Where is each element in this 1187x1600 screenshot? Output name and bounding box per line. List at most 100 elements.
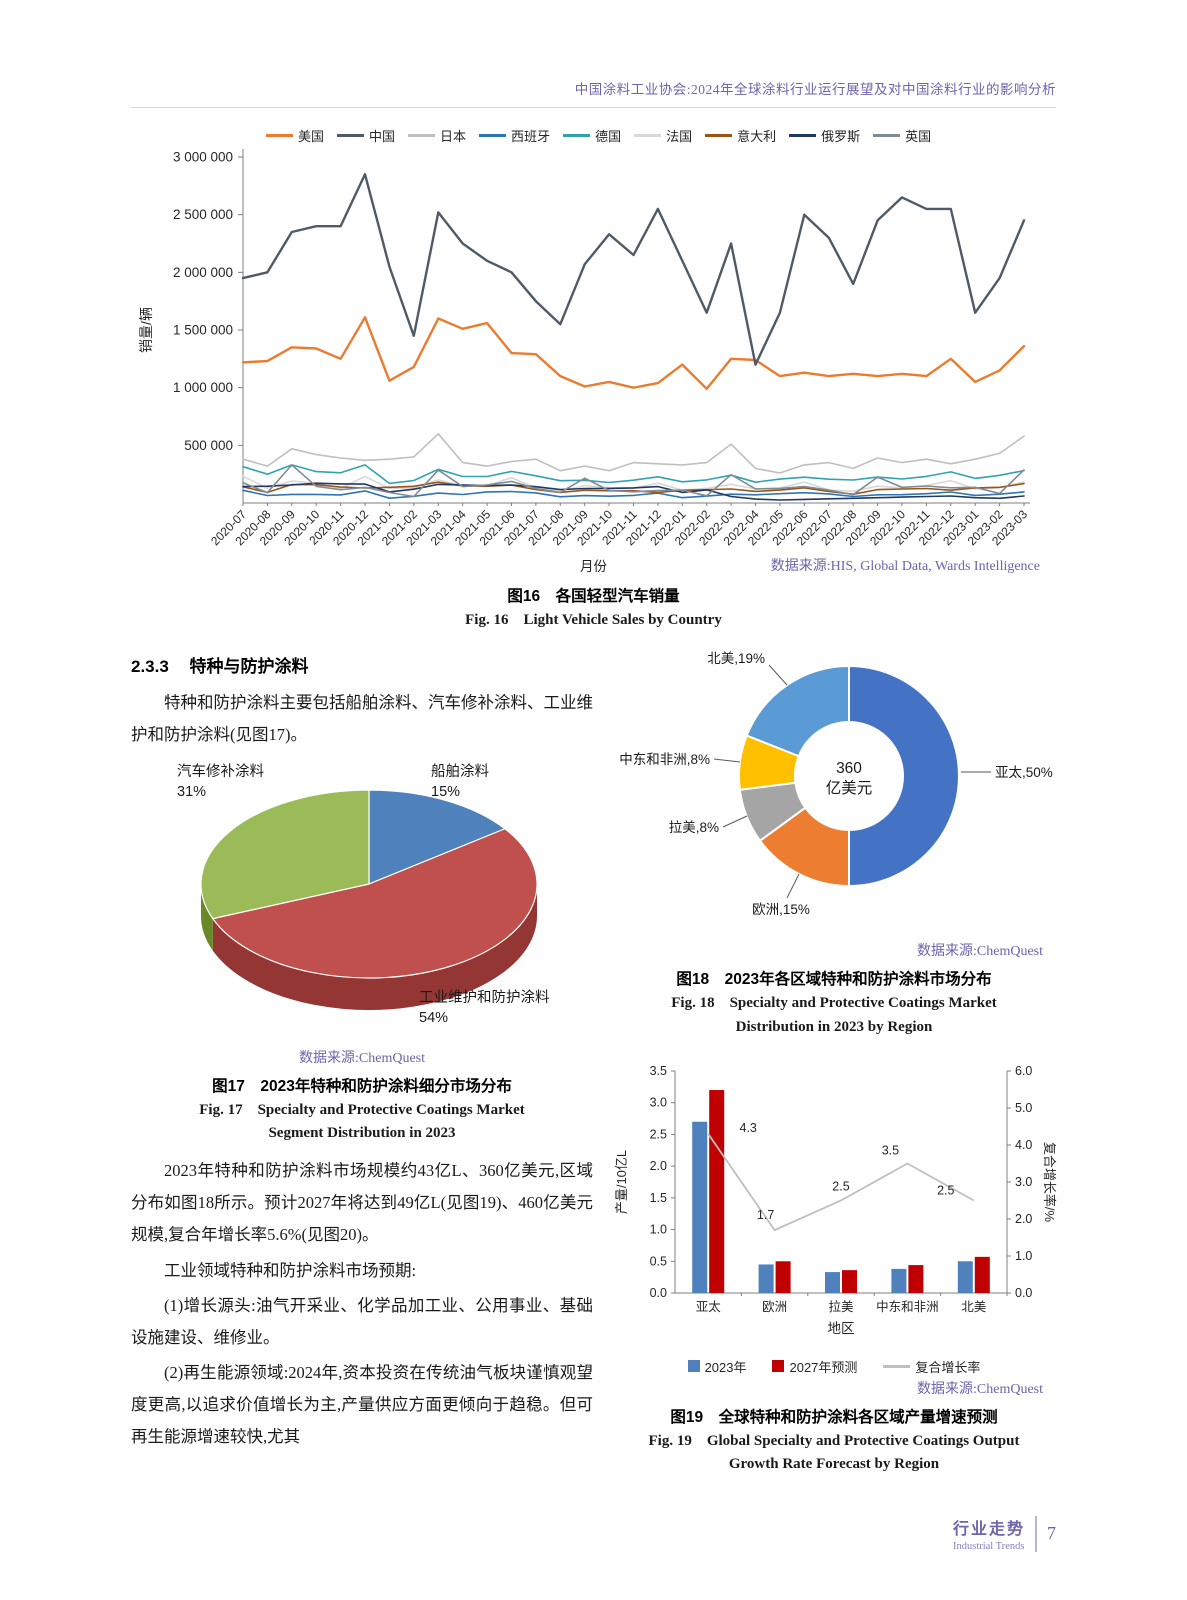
output-growth-bar-line-chart: 0.0 0.5 1.0 1.5 2.0 2.5 3.0 3.5 0.0 1.0 2.0 3.0 4.0 5…	[614, 1064, 1057, 1336]
svg-text:2 000 000: 2 000 000	[173, 265, 233, 280]
svg-text:3.5: 3.5	[882, 1143, 899, 1157]
legend-label: 意大利	[737, 129, 777, 144]
svg-text:亚太,50%: 亚太,50%	[995, 765, 1053, 780]
svg-text:1.7: 1.7	[757, 1208, 774, 1222]
legend-line-swatch	[479, 134, 507, 137]
legend-item-德国: 德国	[563, 126, 621, 145]
paragraph-3: (1)增长源头:油气开采业、化学品加工业、公用事业、基础设施建设、维修业。	[131, 1295, 593, 1347]
chart16-x-axis-title: 月份	[580, 559, 607, 574]
paragraph-intro: 特种和防护涂料主要包括船舶涂料、汽车修补涂料、工业维护和防护涂料(见图17)。	[131, 693, 593, 745]
fig16-caption-zh: 图16 各国轻型汽车销量	[507, 588, 680, 605]
svg-text:1.0: 1.0	[1015, 1249, 1032, 1263]
fig19-legend-item-复合增长率: 复合增长率	[883, 1357, 980, 1376]
svg-text:产量/10亿L: 产量/10亿L	[614, 1150, 629, 1214]
chart16-source: 数据来源:HIS, Global Data, Wards Intelligenc…	[770, 559, 1040, 574]
footer-labels: 行业走势 Industrial Trends	[953, 1515, 1025, 1552]
legend-line-swatch	[634, 134, 662, 137]
svg-text:0.5: 0.5	[650, 1254, 667, 1268]
fig19-caption: 图19 全球特种和防护涂料各区域产量增速预测 Fig. 19 Global Sp…	[611, 1405, 1057, 1477]
legend-line-swatch	[563, 134, 591, 137]
svg-text:中东和非洲: 中东和非洲	[876, 1299, 939, 1314]
paragraph-1: 2023年特种和防护涂料市场规模约43亿L、360亿美元,区域分布如图18所示。…	[131, 1161, 593, 1245]
chart16-footer-row: 月份 数据来源:HIS, Global Data, Wards Intellig…	[131, 555, 1056, 577]
light-vehicle-sales-line-chart: 500 000 1 000 000 1 500 000 2 000 000 2 500 …	[138, 149, 1030, 548]
svg-text:地区: 地区	[828, 1321, 855, 1336]
region-donut-chart: 亚太,50% 欧洲,15% 拉美,8% 中东和非洲,8% 北美,19% 360 亿美元	[619, 651, 1053, 917]
svg-text:北美: 北美	[961, 1300, 986, 1314]
chart16-legend: 美国 中国 日本 西班牙 德国 法国 意大利 俄罗斯 英国	[266, 126, 1056, 145]
footer-divider	[1035, 1515, 1037, 1552]
legend-square-swatch	[772, 1360, 785, 1373]
fig19-caption-zh: 图19 全球特种和防护涂料各区域产量增速预测	[670, 1408, 998, 1426]
footer-title-zh: 行业走势	[952, 1521, 1025, 1538]
legend-line-swatch	[873, 134, 901, 137]
svg-text:2 500 000: 2 500 000	[173, 207, 233, 222]
svg-text:2.5: 2.5	[832, 1179, 849, 1193]
legend-line-swatch	[789, 134, 817, 137]
chart19-source: 数据来源:ChemQuest	[917, 1381, 1043, 1397]
chart18-source: 数据来源:ChemQuest	[917, 944, 1043, 960]
svg-text:0.0: 0.0	[650, 1286, 667, 1300]
chart19-legend: 2023年 2027年预测 复合增长率	[611, 1357, 1057, 1376]
fig19-legend-item-2027年预测: 2027年预测	[772, 1357, 857, 1376]
svg-text:4.3: 4.3	[740, 1121, 757, 1135]
figure-17: 船舶涂料 15% 工业维护和防护涂料 54% 汽车修补涂料 31% 数据来源:ChemQu…	[131, 758, 593, 1146]
fig18-caption-en: Fig. 18 Specialty and Protective Coating…	[671, 995, 997, 1035]
svg-text:360亿美元: 360 亿美元	[826, 760, 873, 797]
svg-text:拉美,8%: 拉美,8%	[669, 820, 719, 835]
svg-text:1.0: 1.0	[650, 1222, 667, 1236]
legend-label: 美国	[298, 129, 325, 144]
svg-text:欧洲: 欧洲	[762, 1300, 787, 1314]
legend-item-意大利: 意大利	[705, 126, 776, 145]
two-column-layout: 2.3.3 特种与防护涂料 特种和防护涂料主要包括船舶涂料、汽车修补涂料、工业维…	[131, 648, 1057, 1477]
left-column: 2.3.3 特种与防护涂料 特种和防护涂料主要包括船舶涂料、汽车修补涂料、工业维…	[131, 648, 593, 1476]
fig17-caption-zh: 图17 2023年特种和防护涂料细分市场分布	[212, 1077, 512, 1095]
page-footer: 行业走势 Industrial Trends 7	[953, 1515, 1056, 1552]
svg-text:拉美: 拉美	[828, 1299, 853, 1314]
header-title: 中国涂料工业协会:2024年全球涂料行业运行展望及对中国涂料行业的影响分析	[574, 82, 1056, 97]
section-number: 2.3.3	[131, 657, 169, 677]
svg-text:500 000: 500 000	[184, 438, 233, 453]
figure-16: 美国 中国 日本 西班牙 德国 法国 意大利 俄罗斯 英国 500 000 1 000 000 1 …	[131, 126, 1056, 632]
segment-pie-chart: 船舶涂料 15% 工业维护和防护涂料 54% 汽车修补涂料 31%	[177, 763, 550, 1026]
legend-label: 法国	[666, 129, 693, 144]
legend-label: 日本	[440, 129, 467, 144]
legend-item-中国: 中国	[337, 126, 395, 145]
legend-item-英国: 英国	[873, 126, 931, 145]
legend-line-swatch	[883, 1364, 911, 1368]
svg-text:亚太: 亚太	[696, 1299, 722, 1314]
page-number: 7	[1047, 1523, 1056, 1543]
svg-text:1 500 000: 1 500 000	[173, 323, 233, 338]
svg-text:1.5: 1.5	[650, 1191, 667, 1205]
paragraph-4: (2)再生能源领域:2024年,资本投资在传统油气板块谨慎观望度更高,以追求价值…	[131, 1363, 593, 1447]
svg-text:2.0: 2.0	[650, 1159, 667, 1173]
section-title: 特种与防护涂料	[189, 657, 309, 677]
fig16-caption: 图16 各国轻型汽车销量 Fig. 16 Light Vehicle Sales…	[131, 584, 1056, 632]
legend-label: 2023年	[704, 1359, 747, 1375]
legend-label: 2027年预测	[789, 1359, 858, 1375]
legend-item-美国: 美国	[266, 126, 324, 145]
legend-label: 德国	[595, 129, 622, 144]
svg-text:6.0: 6.0	[1015, 1064, 1032, 1078]
svg-text:2.5: 2.5	[937, 1183, 954, 1197]
legend-item-日本: 日本	[408, 126, 466, 145]
legend-line-swatch	[705, 134, 733, 137]
page-content: 中国涂料工业协会:2024年全球涂料行业运行展望及对中国涂料行业的影响分析 美国…	[131, 78, 1057, 1477]
fig18-caption-zh: 图18 2023年各区域特种和防护涂料市场分布	[676, 971, 992, 989]
chart17-source: 数据来源:ChemQuest	[299, 1050, 425, 1066]
legend-item-俄罗斯: 俄罗斯	[789, 126, 860, 145]
legend-square-swatch	[687, 1360, 700, 1373]
svg-text:欧洲,15%: 欧洲,15%	[752, 902, 810, 917]
section-heading: 2.3.3 特种与防护涂料	[131, 652, 593, 677]
figure-18: 亚太,50% 欧洲,15% 拉美,8% 中东和非洲,8% 北美,19% 360 亿美元 数据…	[611, 648, 1057, 1039]
svg-text:2.5: 2.5	[650, 1127, 667, 1141]
svg-text:4.0: 4.0	[1015, 1138, 1032, 1152]
page-header: 中国涂料工业协会:2024年全球涂料行业运行展望及对中国涂料行业的影响分析	[131, 78, 1056, 108]
legend-line-swatch	[408, 134, 436, 137]
svg-text:北美,19%: 北美,19%	[707, 651, 765, 666]
fig19-legend-item-2023年: 2023年	[687, 1357, 747, 1376]
svg-text:3 000 000: 3 000 000	[173, 150, 233, 165]
